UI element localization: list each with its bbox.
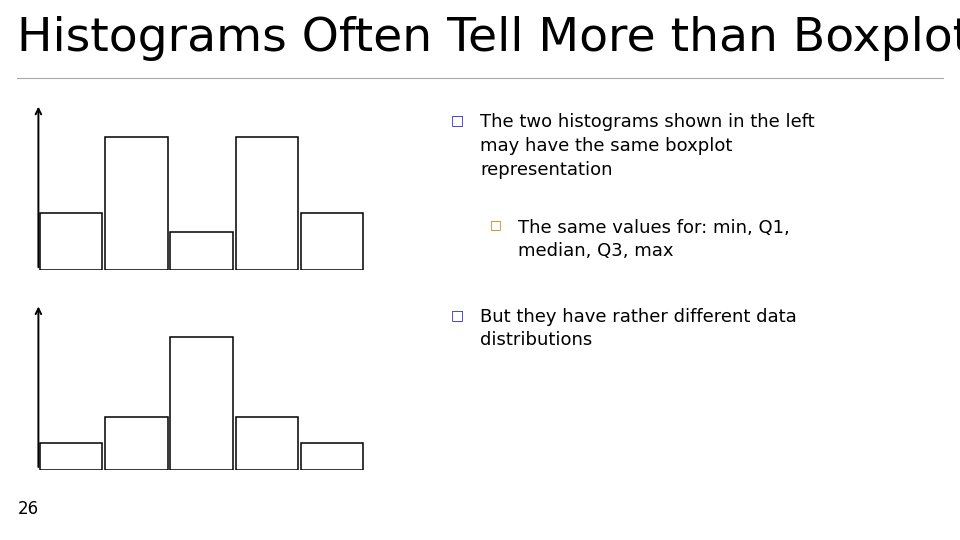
Text: □: □ bbox=[451, 308, 465, 322]
Bar bbox=[39, 443, 103, 470]
Bar bbox=[105, 137, 168, 270]
Bar bbox=[170, 232, 233, 270]
Bar bbox=[235, 137, 299, 270]
Bar bbox=[105, 417, 168, 470]
Bar bbox=[39, 213, 103, 270]
Bar bbox=[300, 213, 364, 270]
Text: 26: 26 bbox=[17, 501, 38, 518]
Text: □: □ bbox=[490, 219, 501, 232]
Text: □: □ bbox=[451, 113, 465, 127]
Text: The two histograms shown in the left
may have the same boxplot
representation: The two histograms shown in the left may… bbox=[480, 113, 815, 179]
Bar bbox=[300, 443, 364, 470]
Text: The same values for: min, Q1,
median, Q3, max: The same values for: min, Q1, median, Q3… bbox=[518, 219, 790, 260]
Bar bbox=[235, 417, 299, 470]
Bar bbox=[170, 337, 233, 470]
Text: Histograms Often Tell More than Boxplots: Histograms Often Tell More than Boxplots bbox=[17, 16, 960, 61]
Text: But they have rather different data
distributions: But they have rather different data dist… bbox=[480, 308, 797, 349]
